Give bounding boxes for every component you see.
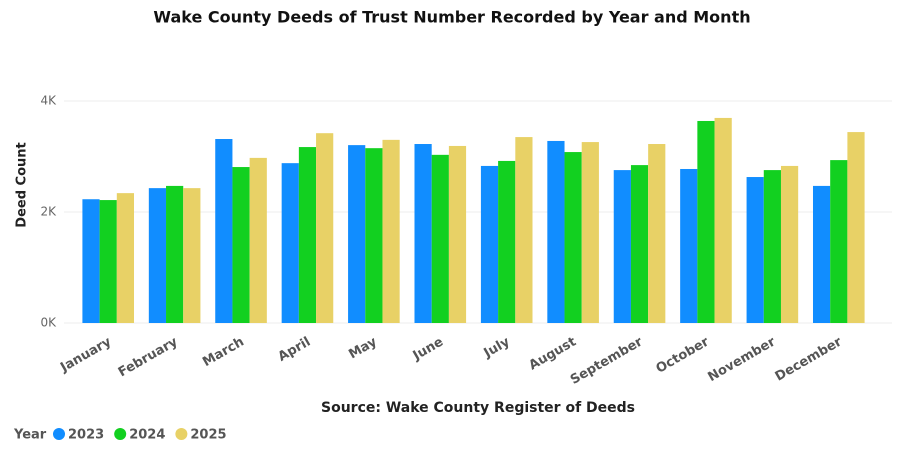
- bar: [480, 165, 499, 323]
- x-tick-label: September: [568, 334, 646, 388]
- x-tick-label: March: [200, 335, 247, 371]
- x-tick-label: October: [654, 334, 713, 377]
- y-tick-label: 0K: [40, 316, 57, 330]
- x-tick-label: December: [773, 334, 845, 384]
- bar: [166, 185, 184, 323]
- bar: [414, 144, 432, 323]
- bar: [448, 145, 467, 323]
- bar: [746, 177, 764, 323]
- x-tick-label: June: [410, 334, 446, 364]
- bar: [564, 152, 582, 323]
- x-tick-label: August: [526, 335, 578, 374]
- y-tick-label: 4K: [40, 94, 57, 108]
- bar: [648, 144, 666, 323]
- bar: [249, 157, 267, 323]
- x-tick-label: April: [276, 335, 314, 365]
- bar: [630, 165, 649, 323]
- bar: [780, 165, 799, 323]
- bar: [714, 117, 732, 324]
- bar: [613, 170, 631, 323]
- bar: [232, 167, 250, 323]
- x-tick-label: May: [346, 334, 380, 362]
- bar: [382, 139, 400, 323]
- bar: [316, 133, 334, 323]
- x-tick-label: January: [57, 334, 114, 376]
- bar: [99, 200, 117, 323]
- legend-label: 2023: [68, 428, 104, 443]
- bar: [830, 160, 848, 323]
- legend-title: Year: [13, 428, 47, 443]
- bar: [365, 148, 383, 323]
- bar: [116, 193, 135, 323]
- bar: [348, 145, 366, 323]
- legend-marker: [53, 428, 65, 440]
- bar: [763, 170, 781, 323]
- legend-label: 2025: [190, 428, 226, 443]
- bar: [498, 160, 516, 323]
- x-tick-label: February: [116, 334, 181, 380]
- chart-title: Wake County Deeds of Trust Number Record…: [153, 8, 750, 27]
- bar: [812, 185, 831, 323]
- bar: [847, 132, 865, 323]
- y-tick-label: 2K: [40, 205, 57, 219]
- bar: [281, 163, 299, 323]
- legend-marker: [175, 428, 188, 440]
- bar: [215, 139, 233, 323]
- legend-marker: [114, 428, 127, 440]
- x-tick-label: November: [706, 334, 779, 385]
- bar: [697, 120, 715, 323]
- bar: [680, 168, 698, 323]
- y-axis-label: Deed Count: [15, 142, 30, 227]
- bar: [581, 142, 599, 323]
- legend-label: 2024: [129, 428, 165, 443]
- x-tick-label: July: [481, 334, 513, 361]
- bar: [183, 188, 201, 323]
- bar: [148, 188, 167, 323]
- source-label: Source: Wake County Register of Deeds: [321, 400, 635, 416]
- bar: [298, 147, 317, 323]
- bar: [82, 199, 100, 323]
- bar: [431, 154, 449, 323]
- bar: [547, 140, 565, 323]
- bar: [515, 137, 533, 323]
